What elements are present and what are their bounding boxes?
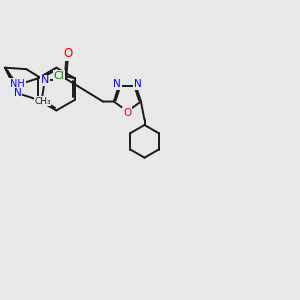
- Text: N: N: [113, 79, 121, 89]
- Text: N: N: [14, 88, 21, 98]
- Text: NH: NH: [10, 79, 25, 89]
- Text: N: N: [40, 76, 49, 85]
- Text: Cl: Cl: [53, 71, 64, 81]
- Text: O: O: [123, 108, 131, 118]
- Text: O: O: [63, 47, 72, 61]
- Text: CH₃: CH₃: [34, 97, 51, 106]
- Text: N: N: [134, 79, 141, 89]
